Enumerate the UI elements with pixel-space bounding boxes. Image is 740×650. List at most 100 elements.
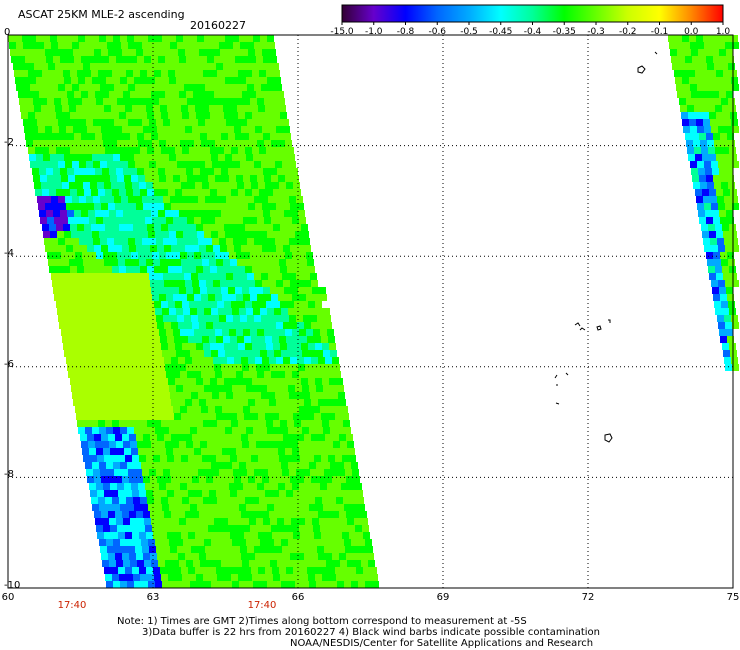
swath-cell xyxy=(206,203,213,210)
swath-cell xyxy=(122,245,129,252)
swath-cell xyxy=(313,483,320,490)
swath-cell xyxy=(127,308,134,315)
swath-cell xyxy=(224,70,231,77)
swath-cell xyxy=(105,224,112,231)
swath-cell xyxy=(325,553,332,560)
swath-cell xyxy=(92,35,99,42)
swath-cell xyxy=(53,56,60,63)
swath-cell xyxy=(71,350,78,357)
swath-cell xyxy=(211,462,218,469)
swath-cell xyxy=(188,336,195,343)
swath-cell xyxy=(60,168,67,175)
swath-cell xyxy=(84,266,91,273)
swath-cell xyxy=(225,385,232,392)
swath-cell xyxy=(89,371,96,378)
swath-cell xyxy=(281,154,288,161)
swath-cell xyxy=(296,546,303,553)
swath-cell xyxy=(210,343,217,350)
swath-cell xyxy=(134,539,141,546)
swath-cell xyxy=(725,203,732,210)
swath-cell xyxy=(176,35,183,42)
swath-cell xyxy=(126,70,133,77)
swath-cell xyxy=(150,399,157,406)
swath-cell xyxy=(138,217,145,224)
swath-cell xyxy=(186,56,193,63)
swath-cell xyxy=(126,378,133,385)
swath-cell xyxy=(112,378,119,385)
swath-cell xyxy=(219,315,226,322)
swath-cell xyxy=(239,385,246,392)
swath-cell xyxy=(277,560,284,567)
swath-cell xyxy=(214,133,221,140)
swath-cell xyxy=(261,119,268,126)
swath-cell xyxy=(123,91,130,98)
swath-cell xyxy=(203,224,210,231)
swath-cell xyxy=(285,525,292,532)
swath-cell xyxy=(223,182,230,189)
swath-cell xyxy=(221,364,228,371)
swath-cell xyxy=(213,476,220,483)
swath-cell xyxy=(162,77,169,84)
swath-cell xyxy=(276,322,283,329)
swath-cell xyxy=(124,175,131,182)
swath-cell xyxy=(212,273,219,280)
swath-cell xyxy=(256,56,263,63)
swath-cell xyxy=(175,378,182,385)
swath-cell xyxy=(239,231,246,238)
swath-cell xyxy=(243,406,250,413)
swath-cell xyxy=(271,329,278,336)
swath-cell xyxy=(213,511,220,518)
swath-cell xyxy=(145,371,152,378)
swath-cell xyxy=(725,322,732,329)
swath-cell xyxy=(199,322,206,329)
swath-cell xyxy=(724,357,731,364)
swath-cell xyxy=(197,35,204,42)
swath-cell xyxy=(135,196,142,203)
swath-cell xyxy=(308,301,315,308)
swath-cell xyxy=(270,56,277,63)
swath-cell xyxy=(332,357,339,364)
swath-cell xyxy=(695,70,702,77)
swath-cell xyxy=(238,378,245,385)
swath-cell xyxy=(158,364,165,371)
swath-cell xyxy=(261,315,268,322)
swath-cell xyxy=(186,91,193,98)
swath-cell xyxy=(189,70,196,77)
swath-cell xyxy=(329,378,336,385)
swath-cell xyxy=(158,441,165,448)
swath-cell xyxy=(51,161,58,168)
swath-cell xyxy=(360,511,367,518)
swath-cell xyxy=(56,266,63,273)
swath-cell xyxy=(213,553,220,560)
swath-cell xyxy=(156,42,163,49)
swath-cell xyxy=(253,385,260,392)
swath-cell xyxy=(299,371,306,378)
swath-cell xyxy=(101,245,108,252)
colorbar-label: -0.6 xyxy=(428,27,447,37)
swath-cell xyxy=(220,357,227,364)
swath-cell xyxy=(355,525,362,532)
swath-cell xyxy=(67,56,74,63)
swath-cell xyxy=(74,56,81,63)
swath-cell xyxy=(231,112,238,119)
swath-cell xyxy=(114,273,121,280)
swath-cell xyxy=(225,581,232,588)
swath-cell xyxy=(255,476,262,483)
swath-cell xyxy=(172,364,179,371)
swath-cell xyxy=(98,70,105,77)
swath-cell xyxy=(123,210,130,217)
swath-cell xyxy=(285,294,292,301)
swath-cell xyxy=(23,42,30,49)
swath-cell xyxy=(308,420,315,427)
swath-cell xyxy=(282,392,289,399)
swath-cell xyxy=(109,133,116,140)
y-tick-minus4: -4 xyxy=(4,248,14,259)
swath-cell xyxy=(207,133,214,140)
swath-cell xyxy=(253,539,260,546)
swath-cell xyxy=(731,315,738,322)
swath-cell xyxy=(77,189,84,196)
swath-cell xyxy=(97,455,104,462)
swath-cell xyxy=(138,525,145,532)
swath-cell xyxy=(198,161,205,168)
swath-cell xyxy=(310,469,317,476)
